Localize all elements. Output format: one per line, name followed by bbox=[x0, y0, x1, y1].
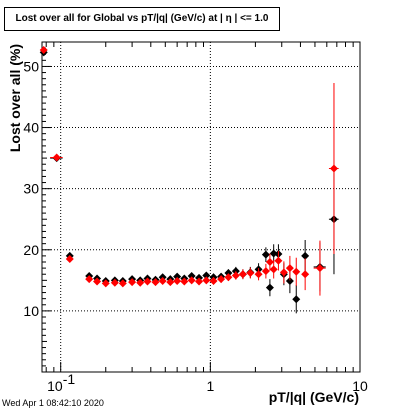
timestamp-footer: Wed Apr 1 08:42:10 2020 bbox=[2, 398, 104, 408]
data-point bbox=[187, 276, 196, 285]
data-point bbox=[209, 276, 218, 285]
data-point bbox=[224, 273, 233, 282]
data-point bbox=[265, 283, 274, 292]
data-point bbox=[261, 250, 270, 259]
y-tick-label: 50 bbox=[23, 58, 39, 74]
data-point bbox=[329, 164, 338, 173]
data-point bbox=[158, 276, 167, 285]
data-point bbox=[231, 271, 240, 280]
data-point bbox=[180, 277, 189, 286]
data-point bbox=[269, 249, 278, 258]
data-point bbox=[143, 277, 152, 286]
y-tick-label: 30 bbox=[23, 181, 39, 197]
data-point bbox=[110, 278, 119, 287]
x-axis-title: pT/|q| (GeV/c) bbox=[269, 389, 359, 405]
data-point bbox=[101, 279, 110, 288]
x-tick-label: 10 bbox=[352, 378, 368, 394]
data-point bbox=[279, 268, 288, 277]
x-tick-label: 1 bbox=[206, 378, 214, 394]
data-point bbox=[118, 279, 127, 288]
data-point bbox=[202, 271, 211, 280]
y-axis-title: Lost over all (%) bbox=[7, 44, 23, 152]
data-point bbox=[195, 277, 204, 286]
data-point bbox=[265, 258, 274, 266]
series-0 bbox=[39, 48, 339, 314]
x-tick-label: 10 bbox=[47, 378, 63, 394]
data-point bbox=[246, 269, 255, 277]
data-point bbox=[52, 153, 61, 162]
data-point bbox=[301, 251, 310, 260]
grid bbox=[42, 42, 360, 372]
data-point bbox=[285, 264, 294, 273]
data-point bbox=[151, 278, 160, 287]
data-point bbox=[166, 278, 175, 287]
data-point bbox=[292, 267, 301, 276]
data-point bbox=[285, 276, 294, 285]
data-point bbox=[269, 265, 278, 274]
chart-title: Lost over all for Global vs pT/|q| (GeV/… bbox=[4, 7, 280, 31]
data-point bbox=[254, 270, 263, 279]
y-tick-label: 40 bbox=[23, 120, 39, 136]
data-point bbox=[274, 256, 283, 265]
data-point bbox=[224, 269, 233, 277]
x-tick-exponent: -1 bbox=[63, 371, 76, 387]
plot-frame bbox=[41, 41, 361, 373]
data-point bbox=[93, 277, 102, 286]
y-tick-label: 20 bbox=[23, 242, 39, 258]
data-point bbox=[187, 272, 196, 281]
data-point bbox=[128, 278, 137, 287]
data-point bbox=[315, 264, 324, 273]
data-series bbox=[39, 45, 339, 314]
y-tick-label: 10 bbox=[23, 303, 39, 319]
data-point bbox=[85, 275, 94, 284]
data-point bbox=[39, 45, 48, 54]
data-point bbox=[136, 278, 145, 287]
data-point bbox=[65, 254, 74, 263]
data-point bbox=[301, 270, 310, 279]
data-point bbox=[238, 270, 247, 279]
data-point bbox=[173, 276, 182, 285]
data-point bbox=[292, 295, 301, 304]
data-point bbox=[173, 272, 182, 281]
data-point bbox=[202, 276, 211, 285]
data-point bbox=[217, 275, 226, 284]
data-point bbox=[261, 267, 270, 276]
series-1 bbox=[39, 45, 339, 296]
